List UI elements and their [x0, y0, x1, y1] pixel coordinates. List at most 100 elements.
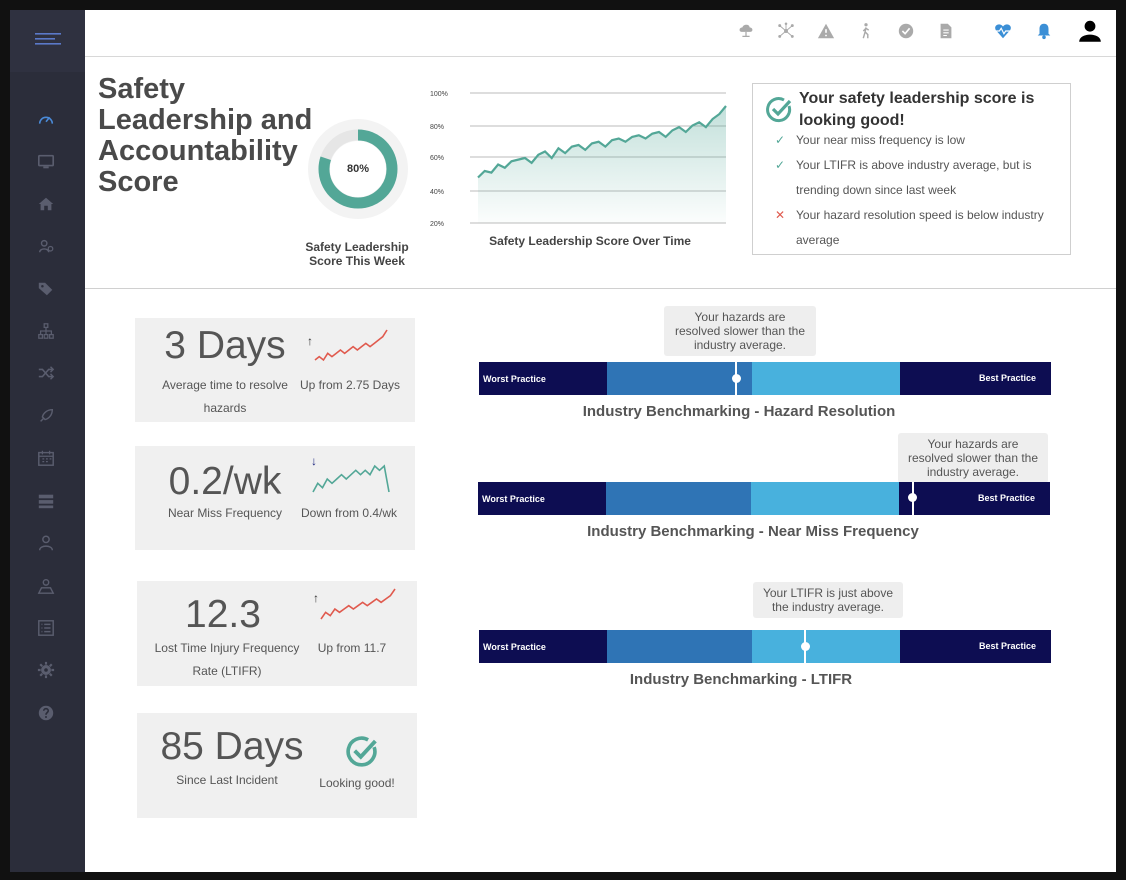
worst-practice-label: Worst Practice: [483, 642, 546, 652]
donut-arc: [318, 129, 398, 209]
sparkline-path: [312, 464, 390, 493]
user-icon[interactable]: [36, 533, 56, 553]
kpi-card-near-miss: 0.2/wk Near Miss Frequency ↓ Down from 0…: [135, 446, 415, 550]
kpi-label: Average time to resolve hazards: [162, 378, 288, 415]
top-bar: [85, 10, 1116, 57]
kpi-label: Near Miss Frequency: [167, 506, 283, 520]
up-arrow-icon: ↑: [307, 334, 313, 348]
check-circle-icon[interactable]: [895, 20, 917, 42]
users-cog-icon[interactable]: [36, 236, 56, 256]
shuffle-icon[interactable]: [36, 363, 56, 383]
bench-dot[interactable]: [908, 493, 918, 502]
bench-seg-best: [899, 482, 1050, 515]
bench-seg-below: [607, 630, 752, 663]
user-avatar-icon[interactable]: [1077, 18, 1103, 44]
check-circle-icon: [766, 97, 792, 123]
y-tick-label: 40%: [430, 189, 444, 196]
y-tick-label: 60%: [430, 155, 444, 162]
bench-seg-best: [900, 362, 1051, 395]
calendar-icon[interactable]: [36, 448, 56, 468]
sparkline-path: [314, 329, 388, 362]
main-content: Safety Leadership and Accountability Sco…: [85, 57, 1116, 872]
bench-seg-worst: [478, 482, 606, 515]
monitor-icon[interactable]: [36, 152, 56, 172]
document-icon[interactable]: [935, 20, 957, 42]
bench-seg-above: [751, 482, 899, 515]
y-tick-label: 20%: [430, 221, 444, 228]
gear-icon[interactable]: [36, 660, 56, 680]
kpi-label: Lost Time Injury Frequency Rate (LTIFR): [154, 641, 300, 678]
bench-seg-below: [606, 482, 751, 515]
speedometer-icon[interactable]: [36, 110, 56, 130]
network-icon[interactable]: [775, 20, 797, 42]
kpi-trend-text: Down from 0.4/wk: [300, 506, 398, 520]
benchmark-tooltip: Your LTIFR is just above the industry av…: [753, 582, 903, 618]
benchmark-title: Industry Benchmarking - Hazard Resolutio…: [582, 403, 896, 420]
home-icon[interactable]: [36, 194, 56, 214]
cloud-network-icon[interactable]: [735, 20, 757, 42]
status-summary-box: Your safety leadership score is looking …: [752, 83, 1071, 255]
kpi-card-hazard-resolution: 3 Days Average time to resolve hazards ↑…: [135, 318, 415, 422]
kpi-card-days-since-incident: 85 Days Since Last Incident Looking good…: [137, 713, 417, 818]
down-arrow-icon: ↓: [311, 454, 317, 468]
bench-dot[interactable]: [731, 374, 741, 383]
best-practice-label: Best Practice: [978, 373, 1036, 383]
hamburger-menu-icon[interactable]: [34, 31, 61, 52]
bench-seg-above: [752, 362, 900, 395]
kpi-card-ltifr: 12.3 Lost Time Injury Frequency Rate (LT…: [137, 581, 417, 686]
section-divider: [85, 288, 1116, 289]
benchmark-tooltip: Your hazards are resolved slower than th…: [664, 306, 816, 356]
status-heading: Your safety leadership score is looking …: [799, 90, 1035, 129]
score-line-chart: 100% 80% 60% 40% 20%: [430, 85, 730, 235]
donut-label: Safety Leadership Score This Week: [305, 240, 409, 268]
bell-icon[interactable]: [1033, 20, 1055, 42]
list-icon[interactable]: [36, 618, 56, 638]
bench-seg-worst: [479, 630, 607, 663]
bench-seg-best: [900, 630, 1051, 663]
best-practice-label: Best Practice: [977, 493, 1035, 503]
kpi-trend-text: Looking good!: [319, 776, 395, 790]
rocket-icon[interactable]: [36, 406, 56, 426]
bench-seg-below: [607, 362, 752, 395]
kpi-label: Since Last Incident: [176, 773, 278, 787]
status-item: Your LTIFR is above industry average, bu…: [796, 158, 1032, 197]
kpi-value: 12.3: [185, 593, 261, 636]
kpi-trend-text: Up from 2.75 Days: [299, 378, 401, 392]
check-mark-icon: ✓: [775, 133, 786, 147]
series-line: [477, 105, 727, 179]
check-circle-icon: [346, 736, 377, 767]
bench-seg-worst: [479, 362, 607, 395]
worst-practice-label: Worst Practice: [483, 374, 546, 384]
sidebar-header: [10, 10, 85, 72]
benchmark-bar-ltifr: Worst Practice Best Practice: [479, 630, 1051, 663]
series-area: [478, 106, 726, 223]
org-chart-icon[interactable]: [36, 321, 56, 341]
server-icon[interactable]: [36, 491, 56, 511]
score-donut: 80%: [306, 117, 410, 221]
bench-seg-above: [752, 630, 900, 663]
best-practice-label: Best Practice: [978, 641, 1036, 651]
bench-dot[interactable]: [800, 642, 810, 651]
benchmark-title: Industry Benchmarking - LTIFR: [629, 671, 853, 688]
warning-icon[interactable]: [815, 20, 837, 42]
y-tick-label: 80%: [430, 124, 444, 131]
status-item: Your hazard resolution speed is below in…: [796, 208, 1044, 247]
help-icon[interactable]: [36, 703, 56, 723]
sparkline: [314, 329, 388, 362]
heart-rate-icon[interactable]: [992, 20, 1014, 42]
benchmark-tooltip: Your hazards are resolved slower than th…: [898, 433, 1048, 483]
walking-person-icon[interactable]: [855, 20, 877, 42]
tags-icon[interactable]: [36, 279, 56, 299]
cross-mark-icon: ✕: [775, 208, 786, 222]
sparkline: [320, 588, 396, 620]
kpi-value: 3 Days: [164, 324, 286, 367]
kpi-value: 85 Days: [160, 725, 304, 768]
line-chart-title: Safety Leadership Score Over Time: [489, 234, 691, 248]
map-user-icon[interactable]: [36, 576, 56, 596]
up-arrow-icon: ↑: [313, 591, 319, 605]
status-item: Your near miss frequency is low: [796, 133, 965, 147]
page-title: Safety Leadership and Accountability Sco…: [98, 73, 313, 198]
sparkline: [312, 464, 390, 493]
donut-percent-text: 80%: [346, 163, 370, 175]
worst-practice-label: Worst Practice: [482, 494, 545, 504]
